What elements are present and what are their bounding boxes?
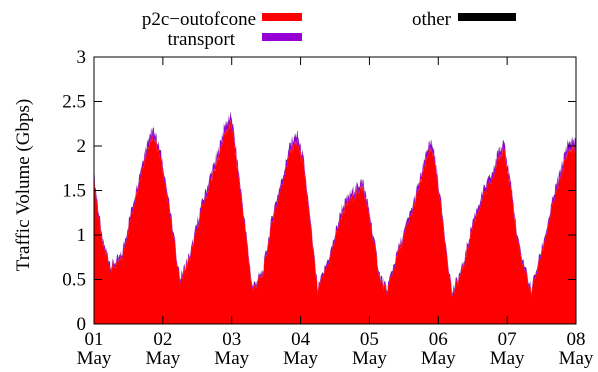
x-tick-label-day: 02 bbox=[153, 329, 172, 350]
y-tick-label: 2.5 bbox=[62, 92, 86, 113]
series-layer bbox=[94, 111, 576, 324]
x-tick-label-day: 06 bbox=[429, 329, 448, 350]
x-tick-label-day: 04 bbox=[291, 329, 311, 350]
y-axis: 0 0.5 1 1.5 2 2.5 3 bbox=[62, 47, 576, 335]
legend-swatch-p2c-outofcone bbox=[262, 13, 302, 21]
x-tick-label-month: May bbox=[490, 348, 525, 369]
x-tick-label-month: May bbox=[214, 348, 249, 369]
x-tick-label-month: May bbox=[352, 348, 387, 369]
y-tick-label: 3 bbox=[77, 47, 87, 68]
y-tick-label: 2 bbox=[77, 136, 87, 157]
x-tick-label-day: 07 bbox=[498, 329, 517, 350]
legend: p2c−outofcone transport other bbox=[142, 9, 516, 50]
x-tick-label-month: May bbox=[421, 348, 456, 369]
y-tick-label: 0.5 bbox=[62, 270, 86, 291]
x-tick-label-month: May bbox=[283, 348, 318, 369]
x-tick-label-month: May bbox=[77, 348, 112, 369]
y-tick-label: 1 bbox=[77, 225, 87, 246]
legend-label-p2c-outofcone: p2c−outofcone bbox=[142, 9, 256, 30]
x-tick-label-month: May bbox=[145, 348, 180, 369]
y-tick-label: 0 bbox=[77, 314, 87, 335]
plot-frame bbox=[93, 56, 577, 325]
y-tick-label: 1.5 bbox=[62, 181, 86, 202]
x-tick-label-day: 08 bbox=[567, 329, 586, 350]
x-tick-label-day: 01 bbox=[85, 329, 104, 350]
area-p2c-outofcone bbox=[94, 119, 576, 324]
legend-label-other: other bbox=[412, 9, 452, 30]
x-tick-label-day: 05 bbox=[360, 329, 379, 350]
y-axis-title: Traffic Volume (Gbps) bbox=[13, 99, 34, 271]
legend-swatch-other bbox=[458, 13, 516, 21]
legend-swatch-transport bbox=[262, 33, 302, 41]
x-tick-label-month: May bbox=[559, 348, 594, 369]
legend-label-transport: transport bbox=[167, 29, 235, 50]
x-tick-label-day: 03 bbox=[222, 329, 241, 350]
